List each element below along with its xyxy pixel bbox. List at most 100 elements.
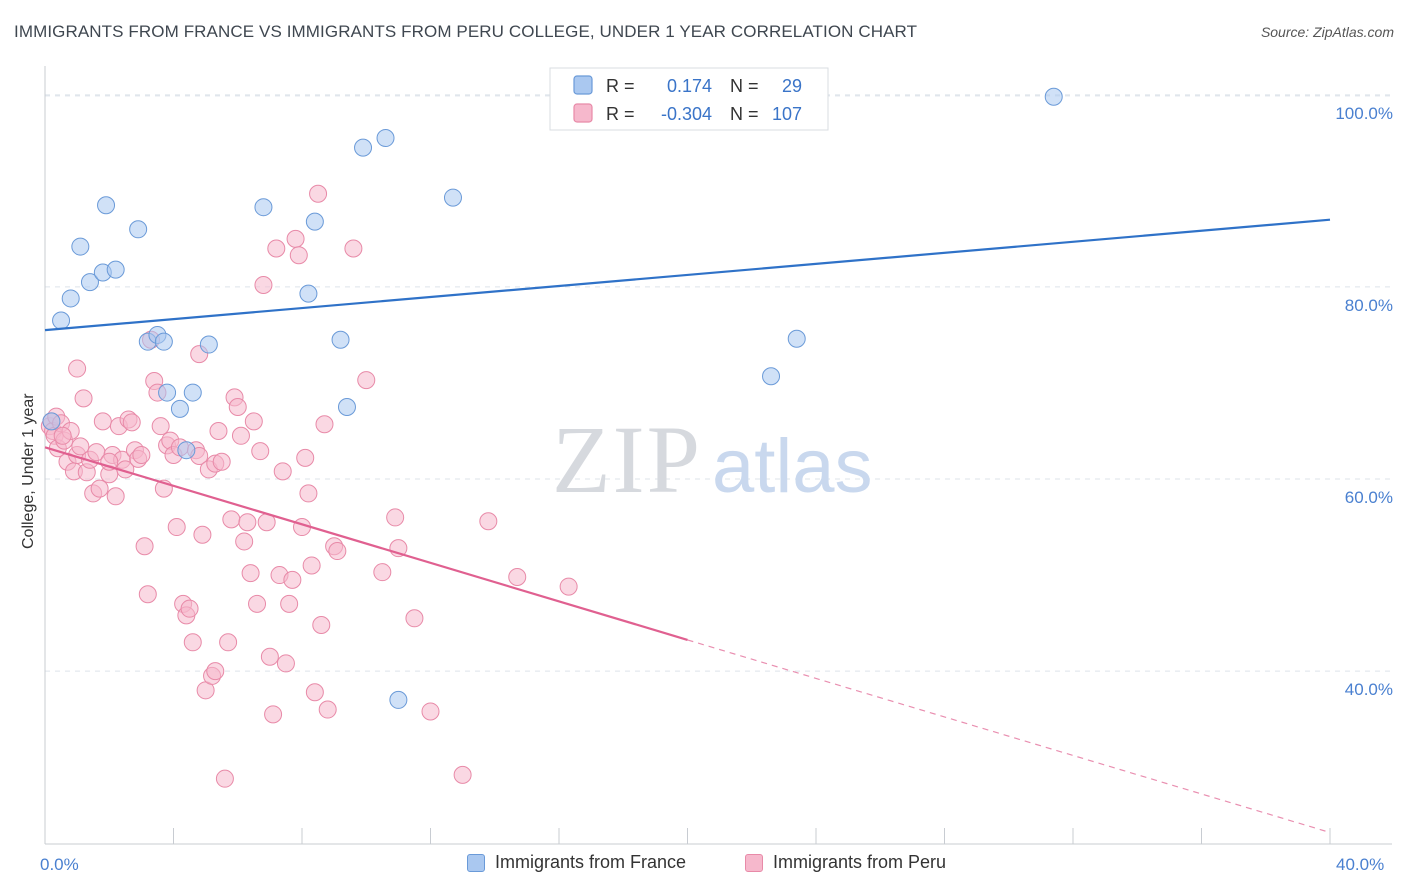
peru-point [254, 275, 273, 294]
france-point [331, 330, 350, 349]
watermark-atlas: atlas [712, 424, 873, 509]
legend-peru-label: Immigrants from Peru [773, 852, 947, 872]
france-point [42, 412, 61, 431]
france-point [299, 284, 318, 303]
france-trend-line [44, 218, 1331, 332]
legend-peru-r-label: R = [606, 104, 635, 124]
trend-layer [44, 218, 1331, 834]
legend-france-swatch [573, 75, 593, 95]
france-point [443, 188, 462, 207]
legend-france-label: Immigrants from France [495, 852, 687, 872]
peru-point [299, 484, 318, 503]
france-point [337, 397, 356, 416]
peru-point [421, 702, 440, 721]
peru-point [312, 616, 331, 635]
france-point [52, 311, 71, 330]
france-point [129, 220, 148, 239]
peru-point [296, 448, 315, 467]
peru-trend-line [44, 446, 688, 641]
chart-title: IMMIGRANTS FROM FRANCE VS IMMIGRANTS FRO… [14, 22, 918, 41]
france-point [61, 289, 80, 308]
grid-layer [45, 94, 1392, 672]
france-point [1044, 87, 1063, 106]
bottom-legend: Immigrants from France Immigrants from P… [0, 852, 1406, 878]
peru-point [235, 532, 254, 551]
legend-item-france[interactable]: Immigrants from France [467, 852, 686, 873]
peru-point [559, 577, 578, 596]
france-point [97, 196, 116, 215]
peru-point [283, 570, 302, 589]
peru-point [248, 594, 267, 613]
legend-item-peru[interactable]: Immigrants from Peru [745, 852, 946, 873]
peru-point [260, 647, 279, 666]
france-point [177, 441, 196, 460]
peru-point [138, 585, 157, 604]
france-point [389, 690, 408, 709]
peru-point [238, 513, 257, 532]
peru-point [318, 700, 337, 719]
legend-france-n-label: N = [730, 76, 759, 96]
peru-point [286, 229, 305, 248]
france-point [106, 260, 125, 279]
y-tick-label: 60.0% [1345, 488, 1393, 507]
peru-point [276, 654, 295, 673]
france-point [762, 367, 781, 386]
peru-point [453, 765, 472, 784]
correlation-legend: R = 0.174 N = 29 R = -0.304 N = 107 [549, 67, 829, 131]
france-point [376, 129, 395, 148]
peru-point [209, 421, 228, 440]
peru-point [309, 184, 328, 203]
y-tick-labels: 40.0% 60.0% 80.0% 100.0% [1335, 104, 1393, 699]
peru-trend-line-extension [687, 639, 1331, 834]
peru-point [215, 769, 234, 788]
france-point [80, 273, 99, 292]
france-point [71, 237, 90, 256]
peru-point [222, 510, 241, 529]
peru-point [357, 371, 376, 390]
france-point [170, 399, 189, 418]
peru-point [183, 633, 202, 652]
france-point [199, 335, 218, 354]
legend-peru-swatch [573, 103, 593, 123]
peru-point [122, 413, 141, 432]
peru-point [302, 556, 321, 575]
peru-point [68, 359, 87, 378]
source-label: Source: ZipAtlas.com [1260, 24, 1394, 40]
peru-point [167, 518, 186, 537]
x-tick-label-max: 40.0% [1336, 855, 1384, 874]
peru-point [251, 442, 270, 461]
y-tick-label: 100.0% [1335, 104, 1393, 123]
peru-point [479, 512, 498, 531]
peru-point [386, 508, 405, 527]
peru-point [241, 564, 260, 583]
france-point [154, 332, 173, 351]
peru-point [315, 415, 334, 434]
peru-point [193, 525, 212, 544]
legend-france-r-value: 0.174 [667, 76, 712, 96]
peru-point [71, 437, 90, 456]
peru-point [328, 542, 347, 561]
peru-point [132, 446, 151, 464]
france-point [305, 212, 324, 231]
x-tick-label-min: 0.0% [40, 855, 79, 874]
peru-point [212, 452, 231, 471]
peru-point [305, 683, 324, 702]
peru-point [151, 417, 170, 436]
peru-point [373, 563, 392, 582]
watermark-zip: ZIP [552, 406, 702, 513]
y-tick-label: 80.0% [1345, 296, 1393, 315]
peru-point [90, 479, 109, 498]
legend-peru-n-label: N = [730, 104, 759, 124]
france-point [254, 198, 273, 217]
peru-point [344, 239, 363, 258]
peru-point [219, 633, 238, 652]
peru-point [135, 537, 154, 556]
peru-point [508, 567, 527, 586]
legend-france-marker [467, 853, 485, 872]
france-point [158, 383, 177, 402]
y-tick-label: 40.0% [1345, 680, 1393, 699]
peru-point [267, 239, 286, 258]
peru-point [53, 426, 72, 445]
peru-point [244, 412, 263, 431]
